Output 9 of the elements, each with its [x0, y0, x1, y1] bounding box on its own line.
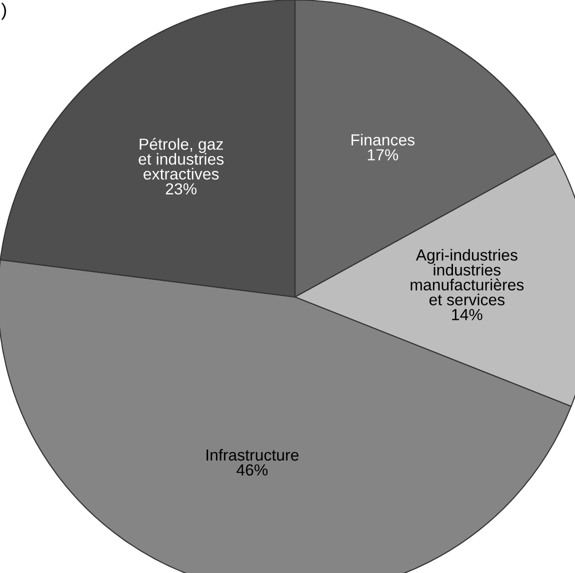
text: )	[1, 2, 6, 20]
data-label: 14%	[452, 309, 482, 320]
slice-label: Finances	[352, 134, 415, 146]
slice-label: Infrastructure	[206, 448, 298, 461]
data-label: 23%	[166, 183, 196, 194]
slice-label: Pétrole, gaz et industries extractives	[138, 138, 224, 180]
slice-label: Agri-industries industries manufacturières et services	[410, 248, 524, 306]
data-label: 17%	[368, 149, 398, 160]
data-label: 46%	[236, 464, 268, 476]
